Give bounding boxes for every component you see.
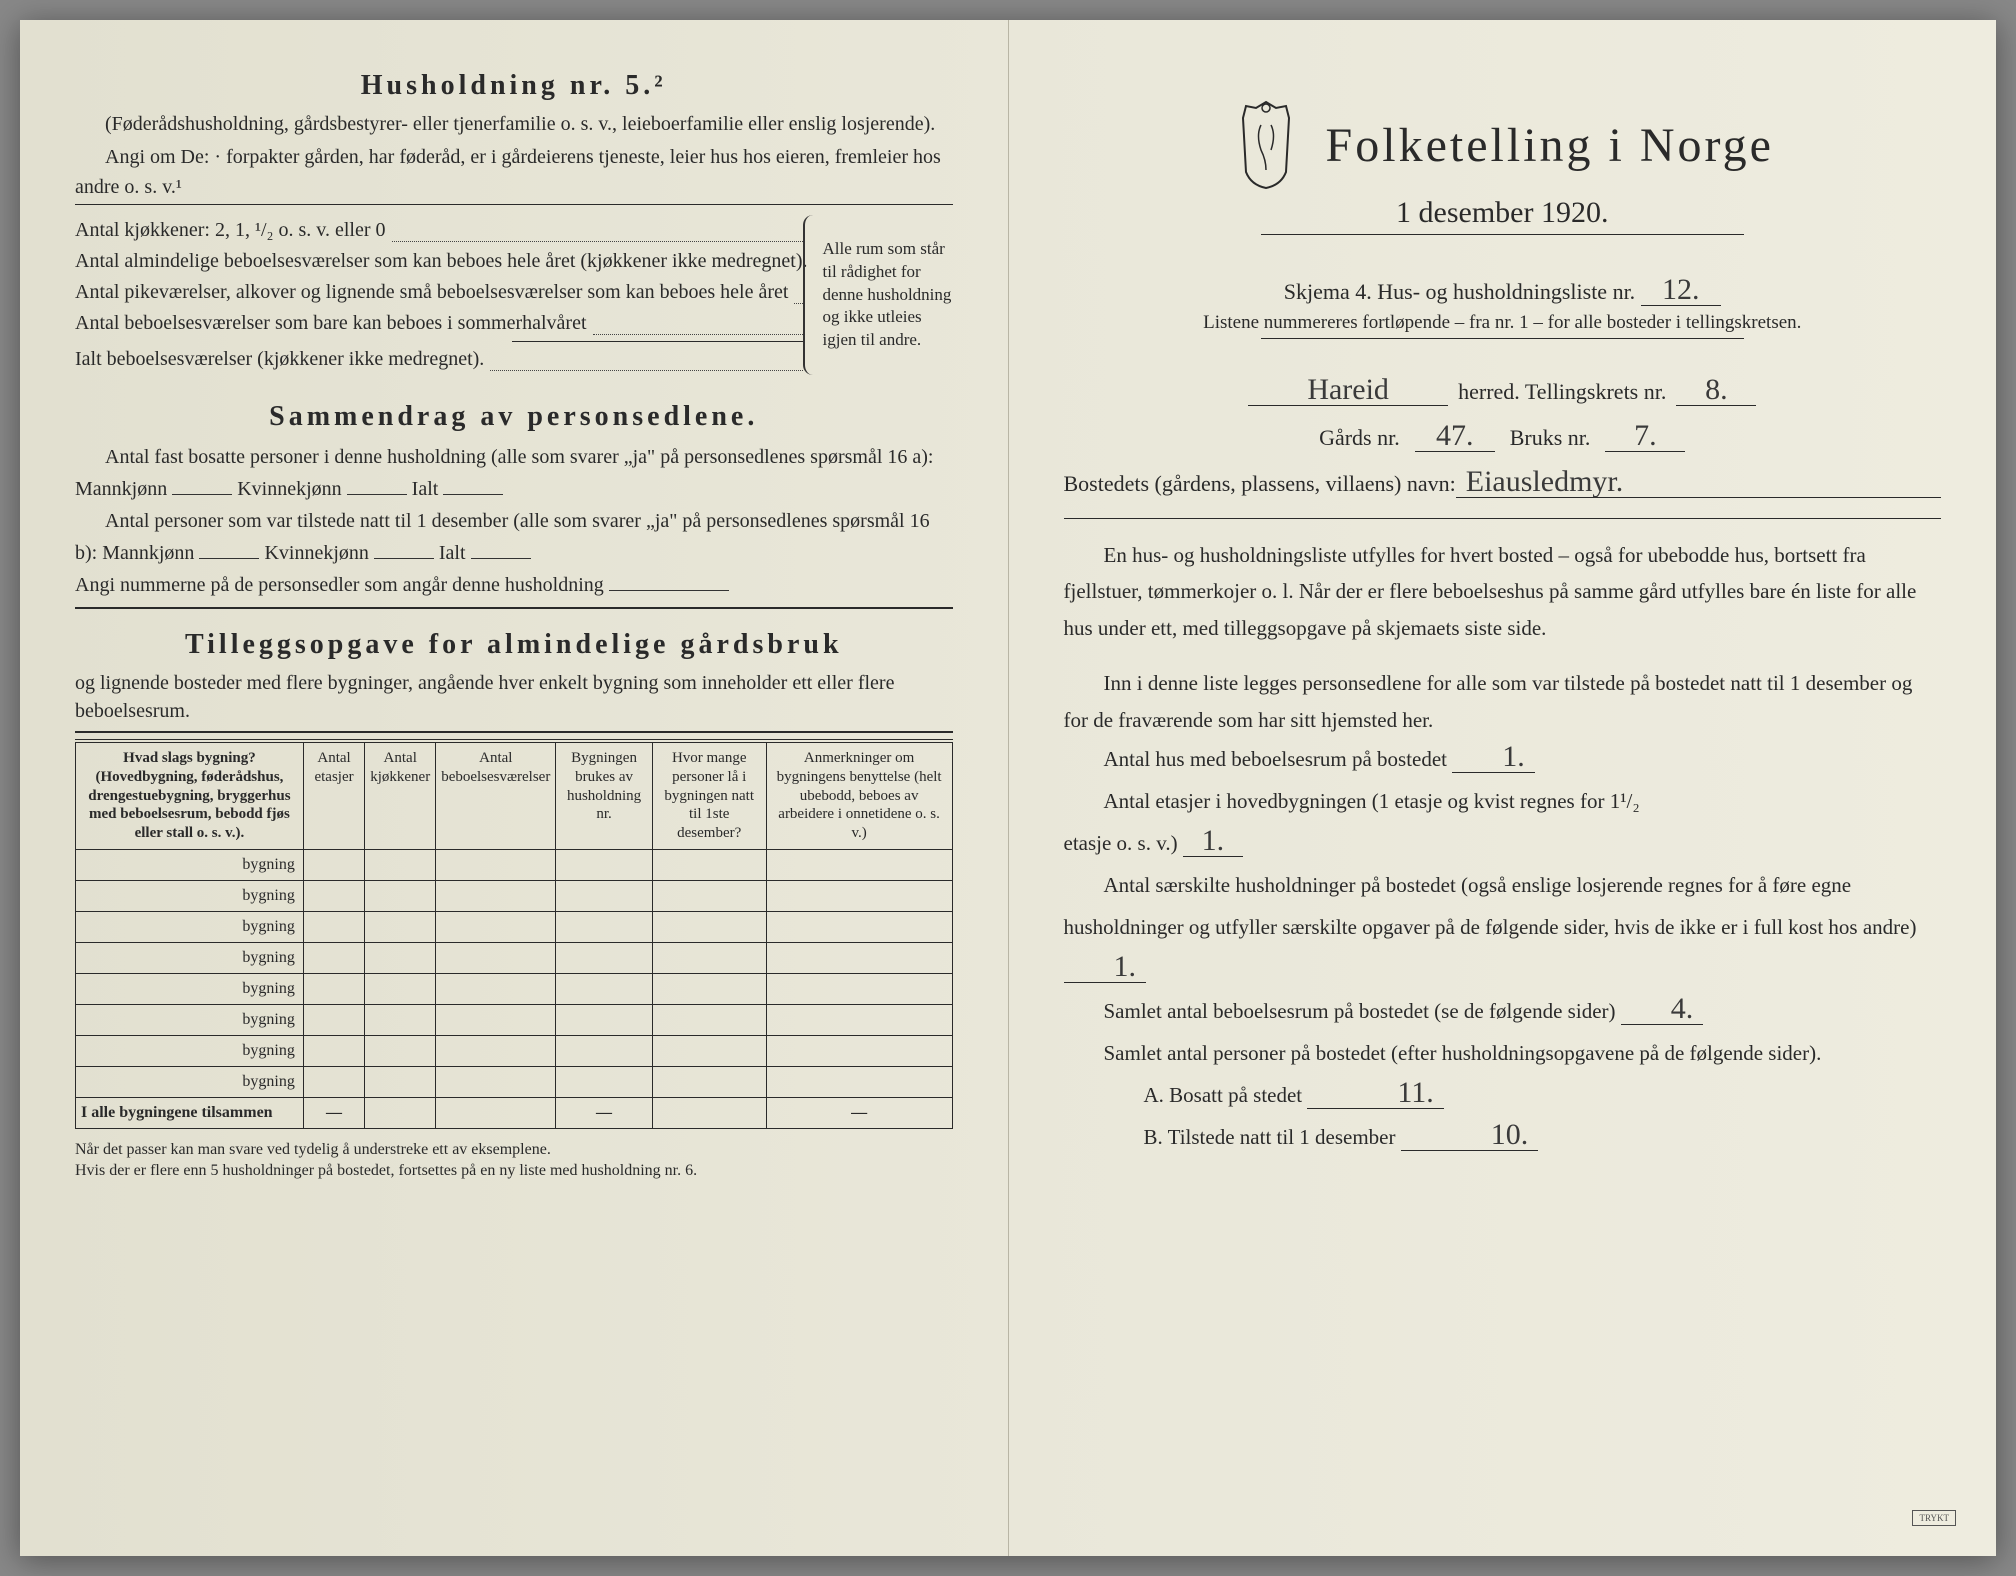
q1-label: Antal hus med beboelsesrum på bostedet: [1104, 747, 1448, 771]
table-row: bygning: [76, 880, 953, 911]
q1-value: 1.: [1452, 742, 1535, 773]
skjema-label: Skjema 4. Hus- og husholdningsliste nr.: [1284, 279, 1635, 304]
q2-value: 1.: [1183, 826, 1243, 857]
left-page: Husholdning nr. 5.² (Føderådshusholdning…: [20, 20, 1009, 1556]
footnote: Når det passer kan man svare ved tydelig…: [75, 1139, 953, 1182]
building-table: Hvad slags bygning? (Hovedbygning, føder…: [75, 742, 953, 1129]
q2a-label: Antal etasjer i hovedbygningen (1 etasje…: [1104, 789, 1640, 813]
krets-nr: 8.: [1676, 375, 1756, 406]
table-row: bygning: [76, 1004, 953, 1035]
table-row: bygning: [76, 911, 953, 942]
tillegg-title: Tilleggsopgave for almindelige gårdsbruk: [75, 629, 953, 661]
bruks-label: Bruks nr.: [1510, 415, 1591, 461]
printer-stamp: TRYKT: [1912, 1510, 1956, 1526]
table-row: bygning: [76, 849, 953, 880]
skjema-nr: 12.: [1641, 275, 1721, 306]
table-row: bygning: [76, 1035, 953, 1066]
table-row: bygning: [76, 942, 953, 973]
qB-label: B. Tilstede natt til 1 desember: [1144, 1125, 1396, 1149]
rooms1: Antal almindelige beboelsesværelser som …: [75, 246, 808, 277]
q3-label: Antal særskilte husholdninger på bostede…: [1064, 873, 1917, 939]
gards-label: Gårds nr.: [1319, 415, 1400, 461]
q4-label: Samlet antal beboelsesrum på bostedet (s…: [1104, 999, 1616, 1023]
summary-line3: Angi nummerne på de personsedler som ang…: [75, 574, 604, 596]
col1: Hvad slags bygning? (Hovedbygning, føder…: [88, 750, 290, 841]
brace-note: Alle rum som står til rådighet for denne…: [803, 215, 953, 375]
rooms3: Antal beboelsesværelser som bare kan beb…: [75, 308, 587, 339]
herred-value: Hareid: [1248, 375, 1448, 406]
qA-value: 11.: [1307, 1078, 1443, 1109]
tillegg-sub: og lignende bosteder med flere bygninger…: [75, 669, 953, 725]
col5: Bygningen brukes av husholdning nr.: [556, 743, 652, 850]
summary-line1: Antal fast bosatte personer i denne hush…: [75, 446, 934, 500]
table-row: bygning: [76, 973, 953, 1004]
q2b-label: etasje o. s. v.): [1064, 831, 1178, 855]
main-title: Folketelling i Norge: [1326, 118, 1774, 173]
bosted-value: Eiausledmyr.: [1456, 467, 1941, 498]
paragraph-1: En hus- og husholdningsliste utfylles fo…: [1064, 537, 1942, 647]
totals-label: I alle bygningene tilsammen: [76, 1097, 304, 1128]
q5-label: Samlet antal personer på bostedet (efter…: [1104, 1041, 1822, 1065]
gards-nr: 47.: [1415, 421, 1495, 452]
q3-value: 1.: [1064, 952, 1147, 983]
col7: Anmerkninger om bygningens benyttelse (h…: [766, 743, 952, 850]
herred-label: herred. Tellingskrets nr.: [1458, 369, 1666, 415]
col3: Antal kjøkkener: [365, 743, 436, 850]
paragraph-2: Inn i denne liste legges personsedlene f…: [1064, 665, 1942, 739]
col4: Antal beboelsesværelser: [436, 743, 556, 850]
subline: Listene nummereres fortløpende – fra nr.…: [1064, 312, 1942, 334]
qA-label: A. Bosatt på stedet: [1144, 1083, 1303, 1107]
right-page: Folketelling i Norge 1 desember 1920. Sk…: [1009, 20, 1997, 1556]
bosted-label: Bostedets (gårdens, plassens, villaens) …: [1064, 461, 1456, 507]
section5-title: Husholdning nr. 5.²: [75, 70, 953, 102]
rooms-brace-group: Antal kjøkkener: 2, 1, ¹/₂ o. s. v. elle…: [75, 215, 953, 375]
bruks-nr: 7.: [1605, 421, 1685, 452]
rooms-total: Ialt beboelsesværelser (kjøkkener ikke m…: [75, 344, 484, 375]
coat-of-arms-icon: [1231, 100, 1301, 190]
summary-line2: Antal personer som var tilstede natt til…: [75, 510, 930, 564]
summary-title: Sammendrag av personsedlene.: [75, 401, 953, 433]
section5-instruction: Angi om De: · forpakter gården, har føde…: [75, 142, 953, 202]
table-row: bygning: [76, 1066, 953, 1097]
col6: Hvor mange personer lå i bygningen natt …: [652, 743, 766, 850]
document-spread: Husholdning nr. 5.² (Føderådshusholdning…: [20, 20, 1996, 1556]
q4-value: 4.: [1621, 994, 1704, 1025]
section5-subtitle: (Føderådshusholdning, gårdsbestyrer- ell…: [75, 110, 953, 138]
qB-value: 10.: [1401, 1120, 1539, 1151]
kjokken-label: Antal kjøkkener: 2, 1, ¹/₂ o. s. v. elle…: [75, 215, 386, 246]
census-date: 1 desember 1920.: [1064, 196, 1942, 230]
col2: Antal etasjer: [303, 743, 364, 850]
